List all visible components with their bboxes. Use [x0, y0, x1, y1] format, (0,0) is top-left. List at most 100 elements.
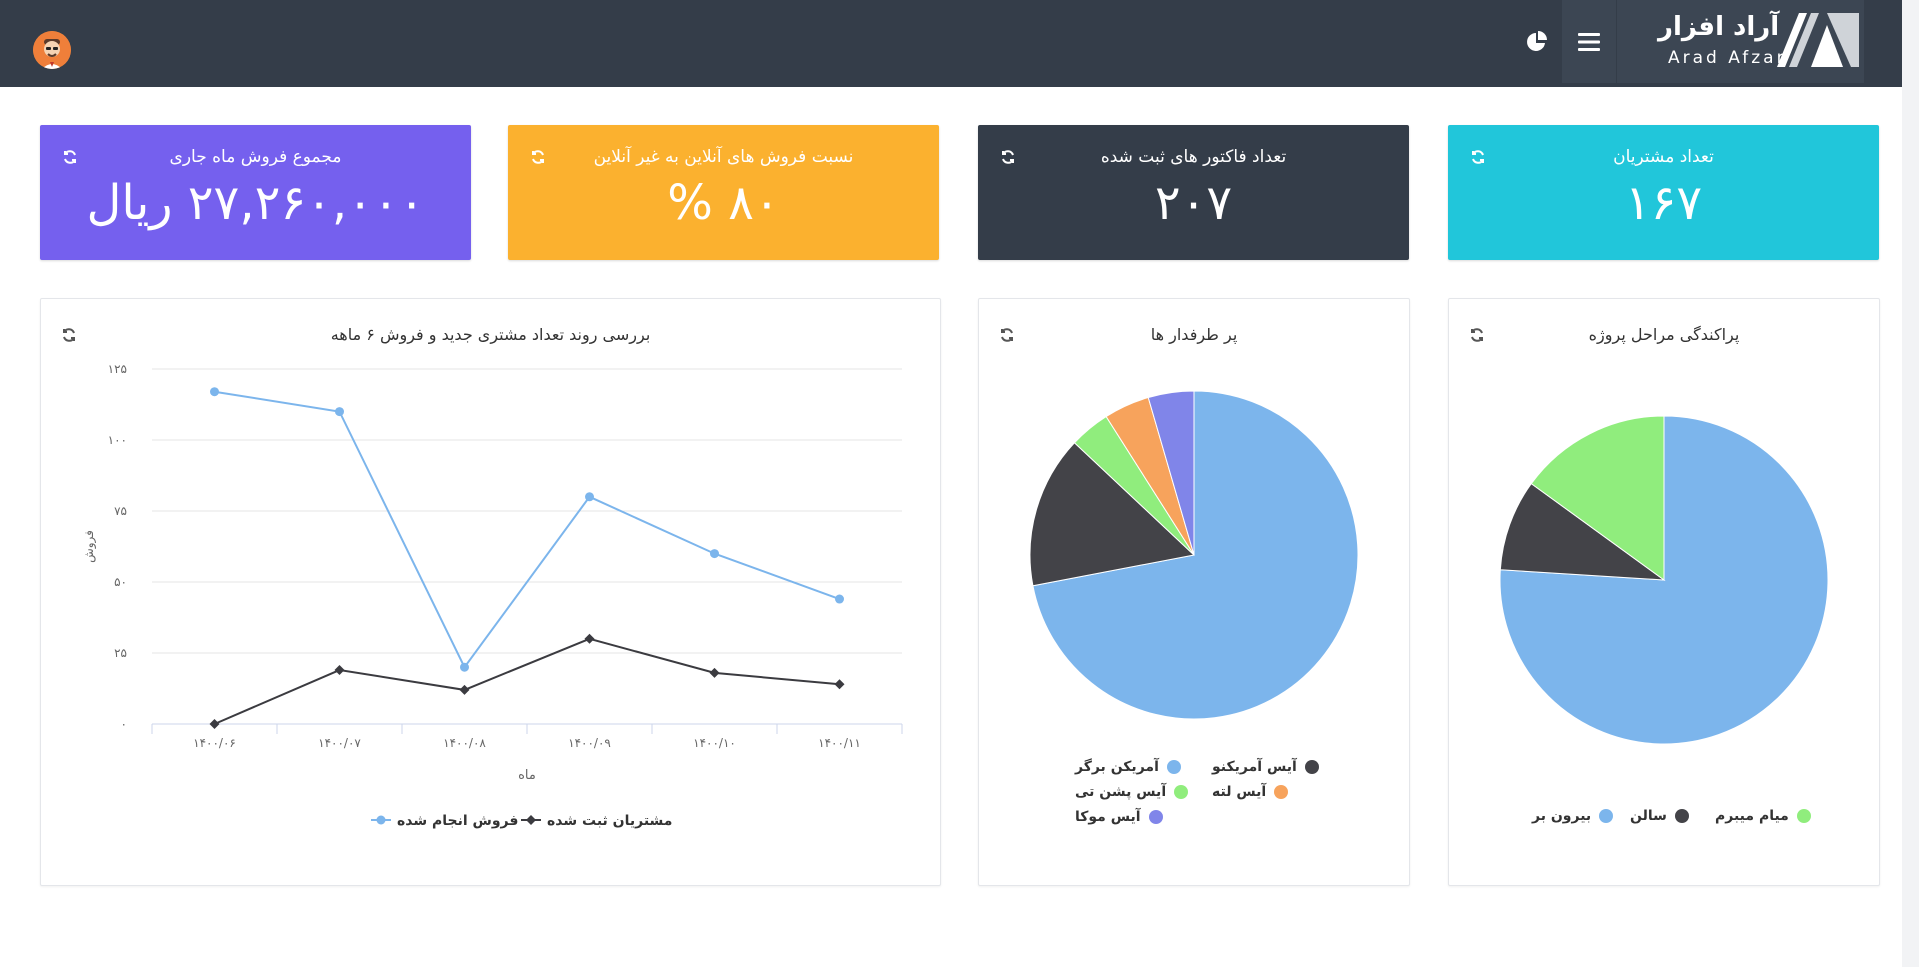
brand-name-en: Arad Afzar	[1668, 48, 1787, 68]
pie-chart-popular	[1029, 390, 1359, 720]
refresh-icon[interactable]	[1469, 327, 1485, 343]
y-tick-label: ۰	[121, 717, 127, 731]
series-line	[214, 390, 840, 670]
stat-value: ۲۰۷	[1154, 175, 1233, 231]
legend-dot	[1148, 810, 1163, 824]
top-navbar: آراد افزار Arad Afzar	[0, 0, 1919, 87]
legend-label: آمریکن برگر	[1075, 759, 1159, 775]
panel-title: پراکندگی مراحل پروژه	[1588, 325, 1740, 344]
x-tick-label: ۱۴۰۰/۱۰	[693, 736, 736, 750]
legend-item[interactable]: فروش انجام شده	[371, 813, 518, 829]
legend-dot	[1796, 809, 1811, 823]
data-point	[835, 594, 844, 604]
legend-item[interactable]: آمریکن برگر	[1075, 759, 1181, 775]
data-point	[709, 667, 720, 678]
stat-title: نسبت فروش های آنلاین به غیر آنلاین	[593, 147, 854, 167]
legend-marker	[526, 815, 536, 825]
x-tick-label: ۱۴۰۰/۱۱	[818, 736, 861, 750]
legend-label: سالن	[1630, 808, 1667, 824]
refresh-icon[interactable]	[999, 327, 1015, 343]
data-point	[335, 407, 344, 417]
brand-logo-icon	[1777, 13, 1859, 67]
legend-label: آیس آمریکنو	[1212, 759, 1297, 775]
user-avatar-icon[interactable]	[33, 31, 71, 69]
y-tick-label: ۷۵	[114, 504, 127, 518]
data-point	[459, 684, 470, 695]
data-point	[584, 633, 595, 644]
legend-label: فروش انجام شده	[397, 813, 518, 829]
x-tick-label: ۱۴۰۰/۰۷	[318, 736, 361, 750]
refresh-icon[interactable]	[61, 327, 77, 343]
hamburger-menu-icon	[1578, 32, 1600, 51]
legend-marker	[376, 815, 386, 825]
menu-toggle-button[interactable]	[1562, 0, 1616, 83]
stat-value: ۱۶۷	[1624, 175, 1703, 231]
data-point	[209, 719, 220, 729]
pie-slice	[1530, 415, 1665, 581]
stat-value: ۸۰ %	[667, 175, 780, 231]
data-point	[710, 549, 719, 559]
refresh-icon[interactable]	[1470, 149, 1486, 165]
pie-slice	[1147, 390, 1195, 556]
legend-item[interactable]: بیرون بر	[1532, 808, 1614, 824]
x-tick-label: ۱۴۰۰/۰۹	[568, 736, 611, 750]
pie-slice	[1029, 442, 1196, 587]
legend-item[interactable]: میام میبرم	[1715, 808, 1811, 824]
x-tick-label: ۱۴۰۰/۰۶	[193, 736, 236, 750]
line-chart-panel: بررسی روند تعداد مشتری جدید و فروش ۶ ماه…	[40, 298, 941, 886]
data-point	[210, 387, 219, 397]
line-chart: ۰ ۲۵ ۵۰ ۷۵ ۱۰۰ ۱۲۵ ۱۴۰۰/۰۶ ۱۴۰۰/۰۷ ۱۴۰۰/۰۸ ۱۴۰۰/۰…	[82, 362, 903, 829]
stat-card-monthly-sales: مجموع فروش ماه جاری ۲۷,۲۶۰,۰۰۰ ریال	[40, 125, 471, 260]
pie-chart-panel-stages: پراکندگی مراحل پروژه بیرون بر سالن میام می…	[1448, 298, 1880, 886]
data-point	[585, 492, 594, 502]
legend-label: بیرون بر	[1532, 808, 1592, 824]
pie-slice	[1032, 390, 1359, 720]
stat-title: تعداد مشتریان	[1613, 147, 1714, 167]
legend-item[interactable]: آیس لته	[1212, 784, 1289, 800]
y-tick-label: ۲۵	[114, 646, 127, 660]
legend-item[interactable]: مشتریان ثبت شده	[521, 813, 672, 829]
panel-title: پر طرفدار ها	[1150, 325, 1238, 344]
y-tick-label: ۱۲۵	[108, 362, 127, 376]
legend-dot	[1674, 809, 1689, 823]
data-point	[334, 665, 345, 676]
y-tick-label: ۱۰۰	[108, 433, 127, 447]
panel-title: بررسی روند تعداد مشتری جدید و فروش ۶ ماه…	[330, 325, 651, 344]
pie-chart-icon	[1527, 30, 1547, 51]
legend-label: آیس موکا	[1075, 809, 1141, 825]
stat-card-customers: تعداد مشتریان ۱۶۷	[1448, 125, 1879, 260]
stat-card-invoices: تعداد فاکتور های ثبت شده ۲۰۷	[978, 125, 1409, 260]
legend-dot	[1166, 760, 1181, 774]
legend-label: مشتریان ثبت شده	[547, 813, 672, 829]
pie-chart-button[interactable]	[1510, 0, 1564, 83]
pie-chart-stages	[1499, 415, 1829, 745]
data-point	[834, 679, 845, 690]
brand-name: آراد افزار	[1658, 12, 1780, 42]
legend-item[interactable]: سالن	[1630, 808, 1689, 824]
legend-label: میام میبرم	[1715, 808, 1789, 824]
stat-title: مجموع فروش ماه جاری	[169, 147, 342, 167]
stat-card-online-ratio: نسبت فروش های آنلاین به غیر آنلاین ۸۰ %	[508, 125, 939, 260]
pie-slice	[1499, 415, 1829, 745]
x-axis-label: ماه	[518, 768, 536, 783]
legend-item[interactable]: آیس پشن تی	[1075, 784, 1189, 800]
refresh-icon[interactable]	[1000, 149, 1016, 165]
legend-item[interactable]: آیس آمریکنو	[1212, 759, 1319, 775]
refresh-icon[interactable]	[530, 149, 546, 165]
y-axis-label: فروش	[82, 530, 97, 563]
pie-chart-panel-popular: پر طرفدار ها آمریکن برگر آیس آمریکنو آیس پ…	[978, 298, 1410, 886]
legend-label: آیس پشن تی	[1075, 784, 1167, 800]
refresh-icon[interactable]	[62, 149, 78, 165]
legend-dot	[1274, 785, 1289, 799]
legend-dot	[1599, 809, 1614, 823]
legend-label: آیس لته	[1212, 784, 1267, 800]
page-scrollbar[interactable]	[1902, 0, 1919, 967]
legend-item[interactable]: آیس موکا	[1075, 809, 1163, 825]
data-point	[460, 662, 469, 672]
stat-title: تعداد فاکتور های ثبت شده	[1100, 147, 1287, 167]
series-line	[214, 637, 840, 725]
legend-dot	[1304, 760, 1319, 774]
legend-dot	[1174, 785, 1189, 799]
pie-slice	[1499, 482, 1666, 581]
x-tick-label: ۱۴۰۰/۰۸	[443, 736, 486, 750]
